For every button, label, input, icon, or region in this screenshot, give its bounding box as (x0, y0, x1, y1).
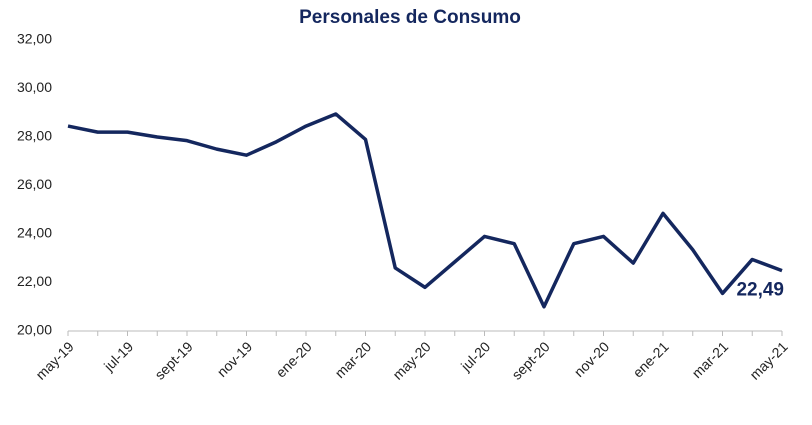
x-tick-label: ene-20 (273, 338, 315, 380)
x-tick-label: may-20 (389, 338, 433, 382)
y-tick-label: 20,00 (17, 322, 52, 338)
line (67, 112, 783, 309)
x-tick-label: may-19 (32, 338, 76, 382)
x-tick-label: mar-20 (332, 338, 375, 381)
x-tick-label: may-21 (746, 338, 790, 382)
x-tick-label: sept-19 (151, 338, 195, 382)
x-tick-label: jul-19 (100, 338, 136, 374)
y-tick-label: 28,00 (17, 128, 52, 144)
data-label: 22,49 (736, 280, 784, 301)
x-tick-label: nov-19 (214, 338, 256, 380)
y-tick-label: 24,00 (17, 225, 52, 241)
x-tick-label: ene-21 (630, 338, 672, 380)
y-tick-label: 30,00 (17, 79, 52, 95)
x-tick-label: mar-21 (689, 338, 732, 381)
y-tick-label: 32,00 (17, 31, 52, 47)
x-tick-label: nov-20 (571, 338, 613, 380)
y-tick-label: 22,00 (17, 273, 52, 289)
x-tick-label: sept-20 (508, 338, 552, 382)
chart-title: Personales de Consumo (299, 7, 521, 28)
y-tick-label: 26,00 (17, 176, 52, 192)
x-tick-label: jul-20 (457, 338, 493, 374)
